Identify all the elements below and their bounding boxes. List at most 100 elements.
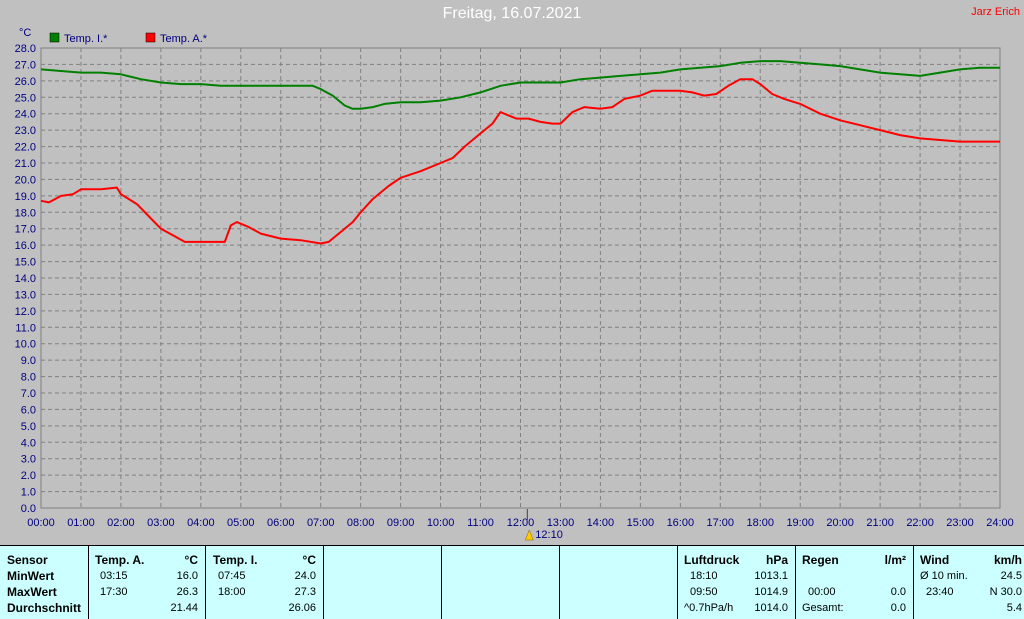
y-tick-label: 4.0 xyxy=(21,437,36,449)
temp-a-header: Temp. A. xyxy=(95,553,145,567)
wind-avg-value: 24.5 xyxy=(1000,570,1022,582)
y-tick-label: 15.0 xyxy=(15,257,36,269)
x-tick-label: 03:00 xyxy=(147,517,175,529)
min-row-label: MinWert xyxy=(7,569,55,583)
y-tick-label: 22.0 xyxy=(15,142,36,154)
empty-column-3 xyxy=(560,546,678,619)
y-tick-label: 6.0 xyxy=(21,404,36,416)
wind-column: Wind km/h Ø 10 min. 24.5 23:40 N 30.0 5.… xyxy=(914,546,1024,619)
pressure-column: Luftdruck hPa 18:10 1013.1 09:50 1014.9 … xyxy=(678,546,796,619)
legend-label: Temp. I.* xyxy=(64,33,108,45)
x-tick-label: 02:00 xyxy=(107,517,135,529)
y-tick-label: 19.0 xyxy=(15,191,36,203)
wind-header: Wind xyxy=(920,553,950,567)
y-tick-label: 0.0 xyxy=(21,503,36,515)
x-tick-label: 06:00 xyxy=(267,517,295,529)
x-tick-label: 17:00 xyxy=(707,517,735,529)
y-tick-label: 8.0 xyxy=(21,372,36,384)
pressure-max-value: 1014.9 xyxy=(754,586,788,598)
temp-a-column: Temp. A. °C 03:15 16.0 17:30 26.3 21.44 xyxy=(89,546,206,619)
y-tick-label: 11.0 xyxy=(15,322,36,334)
x-tick-label: 19:00 xyxy=(786,517,814,529)
author-label: Jarz Erich xyxy=(971,6,1020,18)
x-tick-label: 20:00 xyxy=(826,517,854,529)
x-tick-label: 09:00 xyxy=(387,517,415,529)
x-tick-label: 11:00 xyxy=(467,517,494,529)
avg-row-label: Durchschnitt xyxy=(7,601,82,615)
y-tick-label: 27.0 xyxy=(15,59,36,71)
y-axis-unit: °C xyxy=(19,27,31,39)
empty-column-1 xyxy=(324,546,442,619)
rain-time: 00:00 xyxy=(808,586,836,598)
y-tick-label: 17.0 xyxy=(15,224,36,236)
y-tick-label: 26.0 xyxy=(15,76,36,88)
y-tick-label: 1.0 xyxy=(21,487,36,499)
temp-a-avg: 21.44 xyxy=(170,602,198,614)
rain-unit: l/m² xyxy=(884,553,906,567)
y-tick-label: 10.0 xyxy=(15,339,36,351)
y-tick-label: 9.0 xyxy=(21,355,36,367)
rain-value: 0.0 xyxy=(890,586,906,598)
y-tick-label: 7.0 xyxy=(21,388,36,400)
legend-label: Temp. A.* xyxy=(160,33,208,45)
y-tick-label: 21.0 xyxy=(15,158,36,170)
temp-a-unit: °C xyxy=(184,553,198,567)
current-time-icon xyxy=(524,529,534,541)
stats-panel: Sensor MinWert MaxWert Durchschnitt Temp… xyxy=(0,545,1024,619)
x-tick-label: 13:00 xyxy=(547,517,575,529)
wind-gust-value: N 30.0 xyxy=(989,586,1022,598)
x-tick-label: 12:00 xyxy=(507,517,535,529)
x-tick-label: 18:00 xyxy=(746,517,774,529)
x-tick-label: 04:00 xyxy=(187,517,215,529)
pressure-current: 1014.0 xyxy=(754,602,788,614)
y-tick-label: 3.0 xyxy=(21,454,36,466)
temp-i-unit: °C xyxy=(302,553,316,567)
wind-unit: km/h xyxy=(993,553,1022,567)
pressure-trend: ^0.7hPa/h xyxy=(684,602,734,614)
series-line xyxy=(40,60,1000,110)
pressure-header: Luftdruck xyxy=(684,553,740,567)
temp-i-max-value: 27.3 xyxy=(294,586,316,598)
temp-i-column: Temp. I. °C 07:45 24.0 18:00 27.3 26.06 xyxy=(206,546,324,619)
x-tick-label: 23:00 xyxy=(946,517,974,529)
x-tick-label: 15:00 xyxy=(627,517,655,529)
rain-total-value: 0.0 xyxy=(890,602,906,614)
x-tick-label: 22:00 xyxy=(906,517,934,529)
temp-i-avg: 26.06 xyxy=(288,602,316,614)
temp-a-min-time: 03:15 xyxy=(100,570,128,582)
max-row-label: MaxWert xyxy=(7,585,57,599)
empty-column-2 xyxy=(442,546,560,619)
current-time-label: 12:10 xyxy=(535,529,563,541)
wind-gust-time: 23:40 xyxy=(926,586,954,598)
x-tick-label: 01:00 xyxy=(67,517,95,529)
x-tick-label: 14:00 xyxy=(587,517,615,529)
x-tick-label: 16:00 xyxy=(667,517,695,529)
temp-a-max-value: 26.3 xyxy=(176,586,198,598)
x-tick-label: 08:00 xyxy=(347,517,375,529)
x-tick-label: 24:00 xyxy=(986,517,1014,529)
temp-i-min-value: 24.0 xyxy=(294,570,316,582)
sensor-header: Sensor xyxy=(7,553,48,567)
legend-swatch xyxy=(49,32,60,43)
pressure-min-value: 1013.1 xyxy=(754,570,788,582)
pressure-min-time: 18:10 xyxy=(690,570,718,582)
y-tick-label: 28.0 xyxy=(15,43,36,55)
temperature-chart: 0.0 1.0 2.0 3.0 4.0 5.0 6.0 7.0 8.0 9.0 10.0 11.0 12… xyxy=(15,27,1014,541)
y-tick-label: 23.0 xyxy=(15,125,36,137)
rain-header: Regen xyxy=(802,553,839,567)
temp-i-max-time: 18:00 xyxy=(218,586,246,598)
series-line xyxy=(40,78,1000,245)
rain-column: Regen l/m² 00:00 0.0 Gesamt: 0.0 xyxy=(796,546,914,619)
y-tick-label: 25.0 xyxy=(15,92,36,104)
x-tick-label: 10:00 xyxy=(427,517,455,529)
x-tick-label: 00:00 xyxy=(27,517,55,529)
chart-title: Freitag, 16.07.2021 xyxy=(442,5,582,22)
y-tick-label: 13.0 xyxy=(15,289,36,301)
y-tick-label: 2.0 xyxy=(21,470,36,482)
y-tick-label: 24.0 xyxy=(15,109,36,121)
y-tick-label: 18.0 xyxy=(15,207,36,219)
pressure-max-time: 09:50 xyxy=(690,586,718,598)
y-tick-label: 20.0 xyxy=(15,174,36,186)
y-tick-label: 5.0 xyxy=(21,421,36,433)
legend-swatch xyxy=(145,32,156,43)
